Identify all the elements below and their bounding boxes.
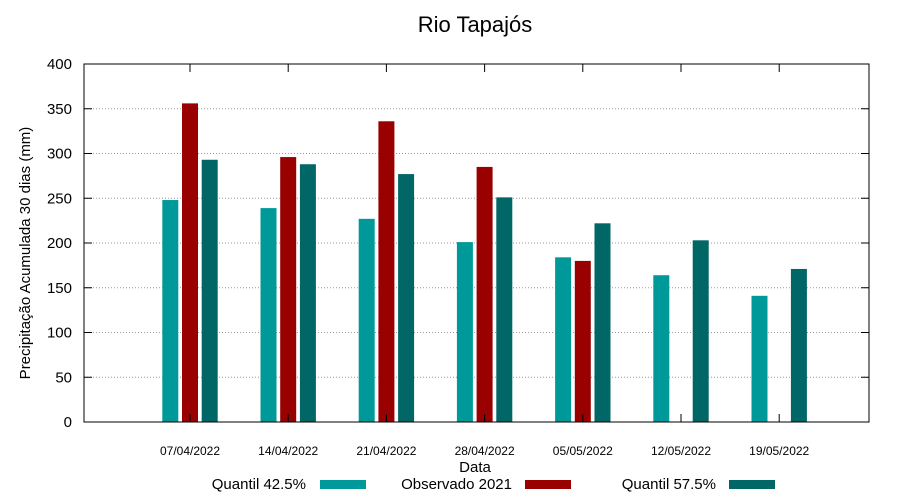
bar-quantil-57-5--2 (398, 174, 415, 422)
bar-quantil-57-5--6 (790, 268, 807, 422)
bar-observado-2021-1 (280, 157, 297, 422)
bar-quantil-57-5--5 (692, 240, 709, 422)
bars-group (162, 103, 807, 423)
y-tick-label: 250 (47, 190, 72, 207)
plot-frame (83, 63, 870, 423)
x-tick-label: 28/04/2022 (455, 444, 515, 458)
legend-label: Quantil 57.5% (622, 476, 716, 493)
legend-label: Observado 2021 (401, 476, 512, 493)
y-tick-label: 350 (47, 101, 72, 118)
x-tick-label: 21/04/2022 (356, 444, 416, 458)
legend-swatch (729, 480, 775, 489)
x-tick-label: 05/05/2022 (553, 444, 613, 458)
y-axis-label: Precipitação Acumulada 30 dias (mm) (17, 127, 34, 380)
legend-swatch (525, 480, 571, 489)
x-tick-label: 07/04/2022 (160, 444, 220, 458)
bar-quantil-42-5--1 (260, 208, 277, 422)
x-tick-label: 19/05/2022 (749, 444, 809, 458)
x-tick-label: 12/05/2022 (651, 444, 711, 458)
y-tick-label: 100 (47, 325, 72, 342)
y-axis-ticks: 0 50 100 150 200 250 300 350 400 (47, 56, 869, 431)
y-tick-label: 0 (64, 414, 72, 431)
y-tick-label: 400 (47, 56, 72, 73)
bar-quantil-57-5--3 (496, 197, 513, 422)
bar-observado-2021-2 (378, 121, 395, 422)
bar-quantil-57-5--0 (201, 159, 218, 422)
bar-observado-2021-3 (476, 166, 493, 422)
bar-observado-2021-4 (574, 260, 591, 422)
bar-quantil-42-5--3 (456, 242, 473, 422)
bar-quantil-42-5--4 (555, 257, 572, 422)
legend-label: Quantil 42.5% (212, 476, 306, 493)
bar-quantil-57-5--4 (594, 223, 611, 422)
legend: Quantil 42.5% Observado 2021 Quantil 57.5% (212, 476, 775, 493)
bar-quantil-42-5--2 (358, 218, 375, 422)
gridlines (84, 108, 869, 378)
y-tick-label: 300 (47, 146, 72, 163)
bar-observado-2021-0 (182, 103, 198, 422)
bar-quantil-42-5--6 (751, 295, 768, 422)
bar-quantil-42-5--5 (653, 275, 670, 422)
x-axis-ticks: 07/04/2022 14/04/2022 21/04/2022 28/04/2022… (160, 64, 810, 458)
bar-quantil-42-5--0 (162, 200, 179, 422)
y-tick-label: 200 (47, 235, 72, 252)
bar-quantil-57-5--1 (299, 164, 316, 423)
x-axis-label: Data (459, 459, 491, 476)
chart-title: Rio Tapajós (418, 12, 533, 37)
y-tick-label: 50 (55, 369, 72, 386)
x-tick-label: 14/04/2022 (258, 444, 318, 458)
y-tick-label: 150 (47, 280, 72, 297)
legend-swatch (320, 480, 366, 489)
